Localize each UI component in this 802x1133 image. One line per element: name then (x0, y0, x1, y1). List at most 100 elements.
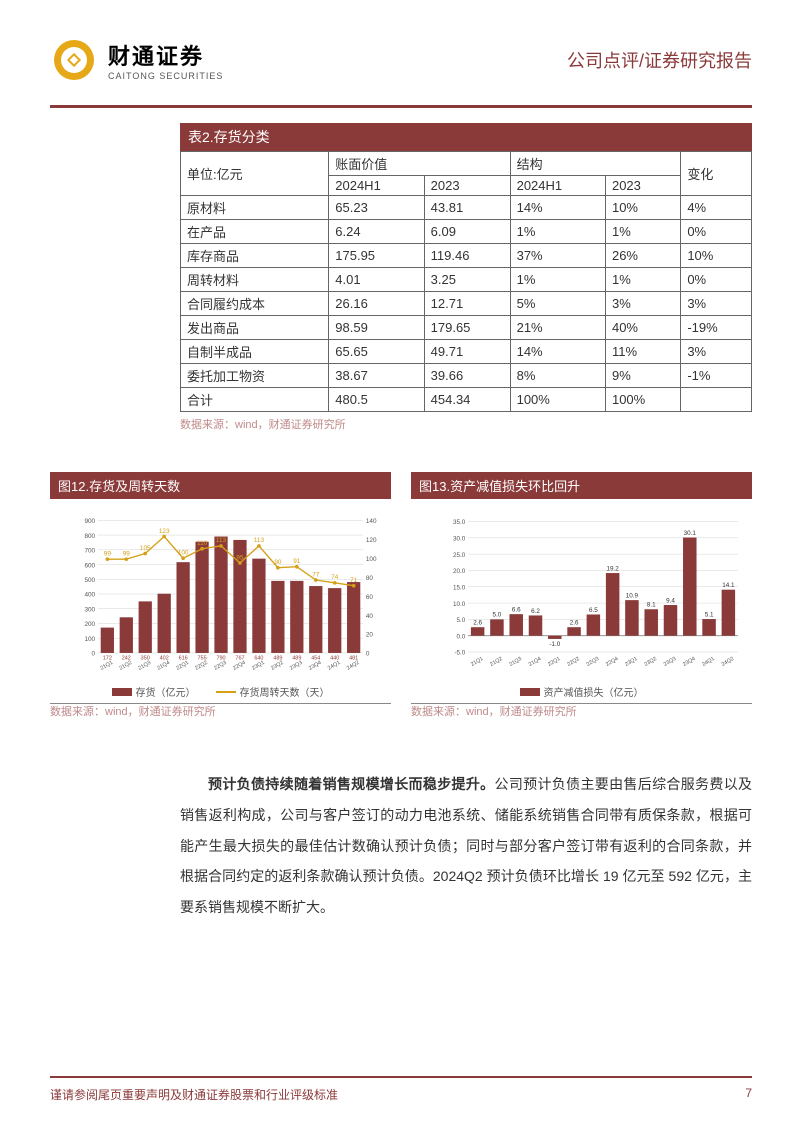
svg-text:91: 91 (293, 558, 301, 565)
footer-page-number: 7 (745, 1086, 752, 1103)
svg-text:2.6: 2.6 (473, 620, 482, 627)
table-cell: 12.71 (424, 292, 510, 316)
svg-text:123: 123 (159, 528, 170, 535)
table-cell: 21% (510, 316, 605, 340)
svg-text:140: 140 (366, 518, 377, 525)
svg-text:20: 20 (366, 632, 374, 639)
svg-text:19.2: 19.2 (607, 565, 620, 572)
svg-text:5.1: 5.1 (705, 611, 714, 618)
svg-text:22Q2: 22Q2 (194, 660, 209, 672)
table-cell: 37% (510, 244, 605, 268)
table-row: 发出商品98.59179.6521%40%-19% (181, 316, 752, 340)
table-cell: 自制半成品 (181, 340, 329, 364)
chart12-block: 图12.存货及周转天数 0100200300400500600700800900… (50, 472, 391, 719)
table-cell: 480.5 (329, 388, 424, 412)
svg-text:100: 100 (84, 636, 95, 643)
svg-text:100: 100 (366, 556, 377, 563)
svg-text:-1.0: -1.0 (549, 641, 560, 648)
logo-block: 财通证券 CAITONG SECURITIES (50, 36, 223, 84)
inventory-table: 单位:亿元 账面价值 结构 变化 2024H1 2023 2024H1 2023… (180, 151, 752, 412)
table-cell: 3% (681, 292, 752, 316)
svg-text:23Q4: 23Q4 (682, 656, 696, 668)
charts-row: 图12.存货及周转天数 0100200300400500600700800900… (50, 472, 752, 719)
svg-text:22Q3: 22Q3 (213, 660, 228, 672)
table-row: 自制半成品65.6549.7114%11%3% (181, 340, 752, 364)
table-cell: 43.81 (424, 196, 510, 220)
svg-text:22Q4: 22Q4 (605, 656, 619, 668)
svg-text:80: 80 (366, 575, 374, 582)
svg-text:6.5: 6.5 (589, 607, 598, 614)
table-cell: 4.01 (329, 268, 424, 292)
chart12-title: 图12.存货及周转天数 (50, 472, 391, 499)
table-cell: 14% (510, 196, 605, 220)
table-cell: 原材料 (181, 196, 329, 220)
svg-text:120: 120 (366, 537, 377, 544)
table-cell: 175.95 (329, 244, 424, 268)
svg-text:24Q1: 24Q1 (701, 656, 715, 668)
table-row: 在产品6.246.091%1%0% (181, 220, 752, 244)
chart12-source: 数据来源：wind，财通证券研究所 (50, 703, 391, 719)
table-cell: 65.23 (329, 196, 424, 220)
svg-text:25.0: 25.0 (453, 552, 466, 559)
svg-text:24Q2: 24Q2 (721, 656, 735, 668)
th-change: 变化 (681, 152, 752, 196)
svg-text:30.0: 30.0 (453, 536, 466, 543)
svg-text:74: 74 (331, 574, 339, 581)
svg-text:23Q2: 23Q2 (270, 660, 285, 672)
th-sub: 2024H1 (510, 176, 605, 196)
table-cell: 周转材料 (181, 268, 329, 292)
table2-source: 数据来源：wind，财通证券研究所 (180, 416, 752, 432)
svg-text:900: 900 (84, 518, 95, 525)
svg-text:21Q4: 21Q4 (156, 660, 171, 672)
table-cell: 38.67 (329, 364, 424, 388)
svg-text:35.0: 35.0 (453, 519, 466, 526)
table-cell: 49.71 (424, 340, 510, 364)
svg-text:22Q2: 22Q2 (566, 656, 580, 668)
svg-text:5.0: 5.0 (493, 612, 502, 619)
table-cell: 1% (510, 220, 605, 244)
table-cell: 合计 (181, 388, 329, 412)
svg-text:600: 600 (84, 562, 95, 569)
table2-section: 表2.存货分类 单位:亿元 账面价值 结构 变化 2024H1 2023 202… (0, 108, 802, 432)
th-group-book: 账面价值 (329, 152, 510, 176)
table-cell: 发出商品 (181, 316, 329, 340)
svg-text:21Q3: 21Q3 (509, 656, 523, 668)
table-row: 委托加工物资38.6739.668%9%-1% (181, 364, 752, 388)
svg-text:2.6: 2.6 (570, 620, 579, 627)
svg-text:0.0: 0.0 (457, 633, 466, 640)
table-cell: 40% (605, 316, 680, 340)
svg-text:23Q4: 23Q4 (308, 660, 323, 672)
svg-text:99: 99 (104, 551, 112, 558)
svg-text:6.6: 6.6 (512, 606, 521, 613)
table-cell: 合同履约成本 (181, 292, 329, 316)
svg-text:6.2: 6.2 (531, 608, 540, 615)
table-cell: 在产品 (181, 220, 329, 244)
table-cell: 0% (681, 268, 752, 292)
body-rest: 公司预计负债主要由售后综合服务费以及销售返利构成，公司与客户签订的动力电池系统、… (180, 776, 752, 915)
table-cell (681, 388, 752, 412)
table-cell: 14% (510, 340, 605, 364)
svg-text:22Q1: 22Q1 (547, 656, 561, 668)
table-cell: 11% (605, 340, 680, 364)
svg-text:9.4: 9.4 (666, 597, 675, 604)
report-type-title: 公司点评/证券研究报告 (567, 47, 752, 73)
table-cell: 1% (605, 268, 680, 292)
svg-text:105: 105 (140, 545, 151, 552)
svg-text:20.0: 20.0 (453, 568, 466, 575)
table-cell: 4% (681, 196, 752, 220)
svg-text:23Q3: 23Q3 (289, 660, 304, 672)
chart12-area: 0100200300400500600700800900020406080100… (50, 504, 391, 704)
table-cell: 454.34 (424, 388, 510, 412)
svg-text:24Q1: 24Q1 (327, 660, 342, 672)
table-row: 库存商品175.95119.4637%26%10% (181, 244, 752, 268)
svg-text:400: 400 (84, 592, 95, 599)
svg-text:15.0: 15.0 (453, 584, 466, 591)
svg-text:22Q1: 22Q1 (175, 660, 190, 672)
svg-text:23Q1: 23Q1 (251, 660, 266, 672)
svg-text:0: 0 (366, 651, 370, 658)
chart12-svg: 0100200300400500600700800900020406080100… (75, 509, 386, 678)
table-cell: 6.24 (329, 220, 424, 244)
table-cell: 9% (605, 364, 680, 388)
table-cell: 39.66 (424, 364, 510, 388)
table-cell: 10% (681, 244, 752, 268)
